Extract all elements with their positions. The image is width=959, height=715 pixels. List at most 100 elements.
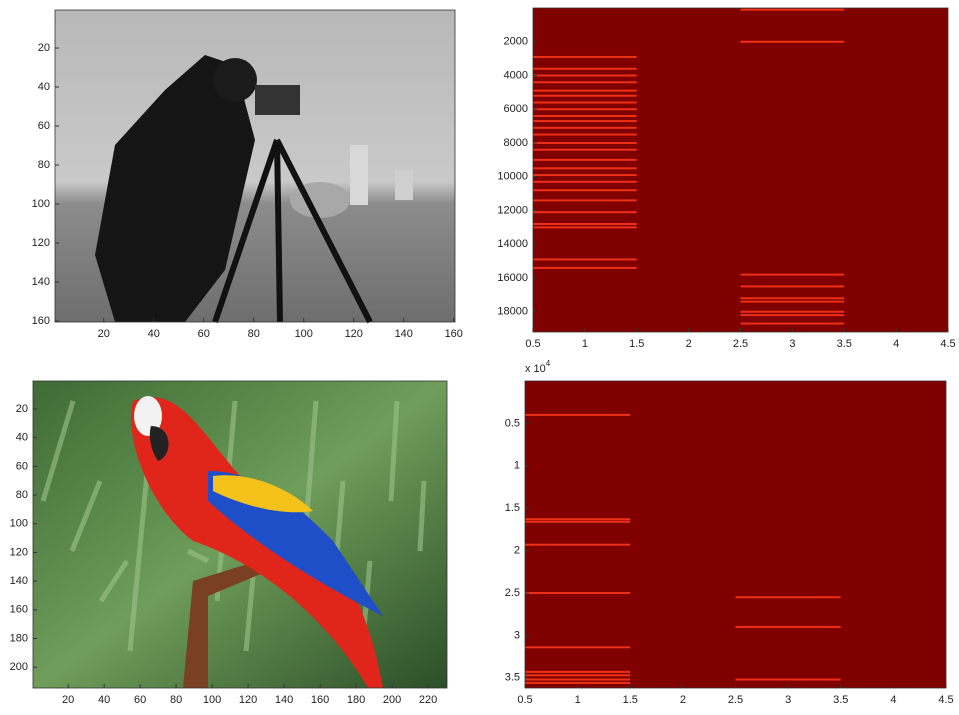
y-tick-label: 3.5 [505,672,520,684]
x-tick-label: 3.5 [833,694,848,706]
heatmap-stripe [533,149,637,151]
x-tick-label: 3 [789,338,795,350]
heatmap-stripe [533,127,637,129]
y-tick-label: 3 [514,629,520,641]
page: 2040608010012014016020406080100120140160… [0,0,959,715]
heatmap-stripe [741,314,845,316]
heatmap-stripe [741,41,845,43]
heatmap-stripe [533,189,637,191]
heatmap-stripe [533,68,637,70]
x-tick-label: 100 [203,694,221,706]
y-tick-label: 20 [16,403,28,415]
x-tick-label: 120 [345,328,363,340]
heatmap-stripe [533,142,637,144]
y-tick-label: 6000 [504,103,528,115]
y-tick-label: 8000 [504,137,528,149]
y-tick-label: 140 [10,575,28,587]
heatmap-stripe [525,521,630,523]
heatmap-stripe [533,74,637,76]
heatmap-stripe [525,674,630,676]
heatmap-stripe [741,285,845,287]
image-building [350,145,368,205]
y-tick-label: 80 [16,489,28,501]
y-tick-label: 80 [38,159,50,171]
heatmap-stripe [525,544,630,546]
heatmap-stripe [736,596,841,598]
x-tick-label: 100 [295,328,313,340]
heatmap-stripe [736,626,841,628]
x-tick-label: 160 [311,694,329,706]
y-tick-label: 60 [16,460,28,472]
y-tick-label: 160 [10,604,28,616]
heatmap-stripe [533,101,637,103]
heatmap-stripe [741,9,845,11]
x-tick-label: 1.5 [629,338,644,350]
x-tick-label: 2.5 [728,694,743,706]
x-tick-label: 1 [582,338,588,350]
y-tick-label: 180 [10,632,28,644]
x-tick-label: 120 [239,694,257,706]
heatmap-stripe [533,181,637,183]
y-tick-label: 60 [38,120,50,132]
y-tick-label: 20 [38,42,50,54]
x-tick-label: 160 [445,328,463,340]
heatmap-stripe [525,646,630,648]
heatmap-stripe [525,414,630,416]
y-tick-label: 10000 [497,171,528,183]
y-tick-label: 2.5 [505,587,520,599]
heatmap-stripe [533,56,637,58]
x-tick-label: 180 [347,694,365,706]
x-tick-label: 4 [893,338,899,350]
y-tick-label: 2000 [504,36,528,48]
y-scale-base: x 10 [525,363,546,375]
y-tick-label: 18000 [497,306,528,318]
heatmap-stripe [525,518,630,520]
image-camera [255,85,300,115]
heatmap-stripe [533,199,637,201]
x-tick-label: 60 [198,328,210,340]
x-tick-label: 3.5 [837,338,852,350]
y-tick-label: 120 [32,237,50,249]
x-tick-label: 20 [98,328,110,340]
x-tick-label: 2 [686,338,692,350]
y-tick-label: 4000 [504,69,528,81]
y-tick-label: 120 [10,546,28,558]
heatmap-stripe [741,297,845,299]
heatmap-stripe [533,159,637,161]
x-tick-label: 2.5 [733,338,748,350]
x-tick-label: 1.5 [623,694,638,706]
heatmap-stripe [741,323,845,325]
y-scale-exponent: 4 [546,359,551,368]
x-tick-label: 3 [785,694,791,706]
image-tripod-leg [277,140,280,322]
heatmap-stripe [533,226,637,228]
x-tick-label: 60 [134,694,146,706]
heatmap-stripe [533,174,637,176]
heatmap-stripe [533,258,637,260]
x-tick-label: 0.5 [525,338,540,350]
y-scale-label: x 104 [525,359,551,375]
x-tick-label: 140 [275,694,293,706]
y-tick-label: 160 [32,315,50,327]
heatmap-stripe [741,301,845,303]
x-tick-label: 2 [680,694,686,706]
y-tick-label: 200 [10,661,28,673]
y-tick-label: 100 [32,198,50,210]
x-tick-label: 20 [62,694,74,706]
x-tick-label: 1 [575,694,581,706]
x-tick-label: 0.5 [517,694,532,706]
x-tick-label: 40 [98,694,110,706]
heatmap-stripe [533,120,637,122]
heatmap-stripe [736,679,841,681]
heatmap-background [525,381,946,688]
heatmap-stripe [533,90,637,92]
x-tick-label: 4 [890,694,896,706]
image-building [395,170,413,200]
y-tick-label: 0.5 [505,417,520,429]
y-tick-label: 14000 [497,238,528,250]
y-tick-label: 1 [514,460,520,472]
heatmap-stripe [533,95,637,97]
y-tick-label: 2 [514,545,520,557]
y-tick-label: 1.5 [505,502,520,514]
heatmap-stripe [533,167,637,169]
